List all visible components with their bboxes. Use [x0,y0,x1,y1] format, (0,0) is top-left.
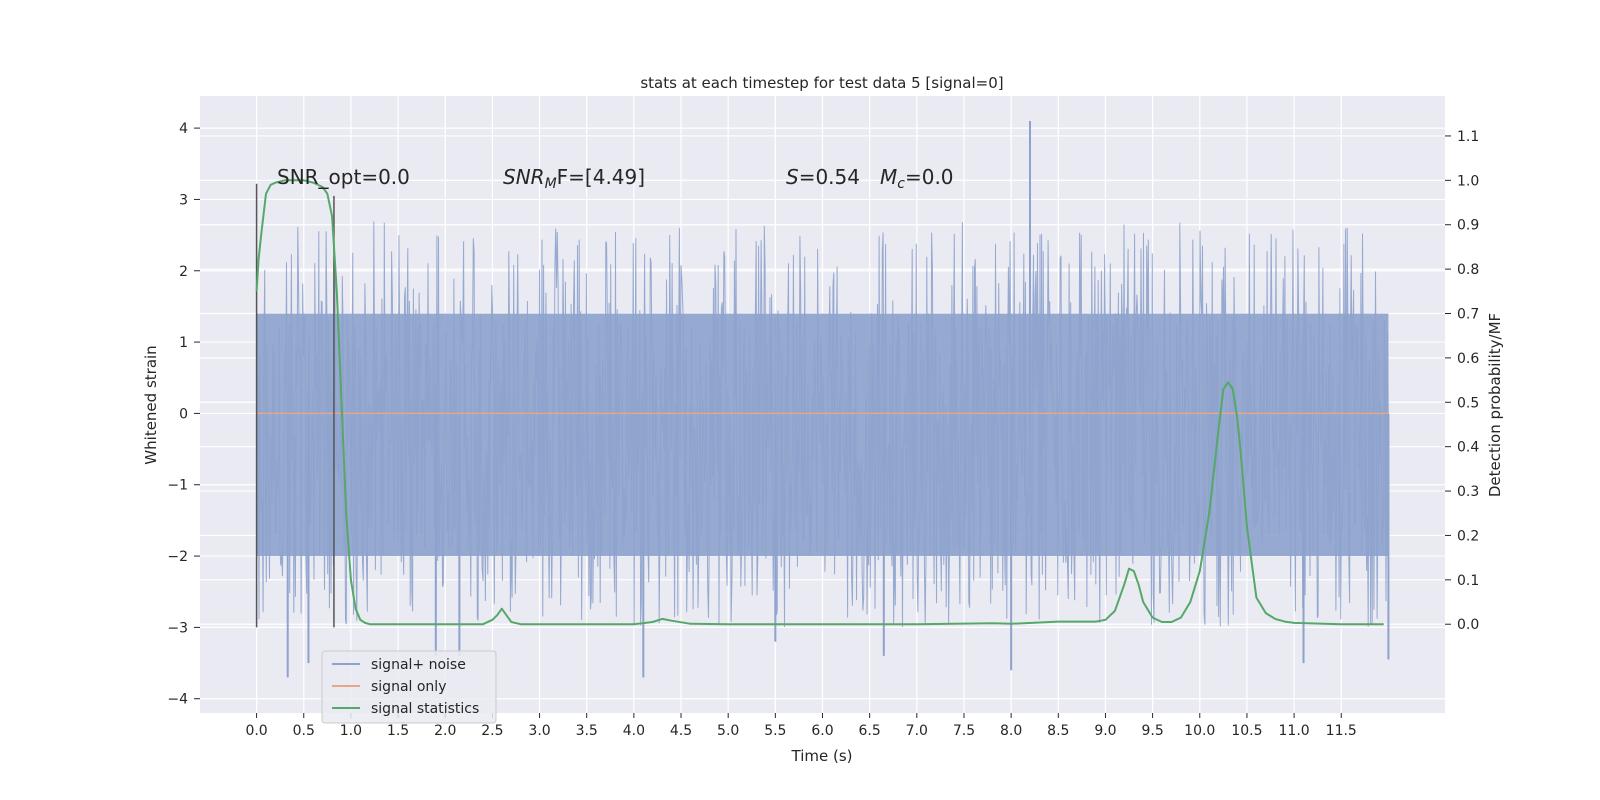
y-tick-label: 3 [179,192,188,208]
y-tick-label: 1 [179,335,188,351]
noise-trace [256,221,1389,628]
series-signal-statistics [255,179,1384,626]
annotation-snr-mf-subscript: M [545,176,557,192]
annotation-snr-mf: SNRMF=[4.49] [503,165,645,192]
x-tick-label: 4.0 [623,723,645,739]
x-tick-label: 0.5 [293,723,315,739]
annotation-mc-subscript: c [897,176,905,192]
annotation-s: S=0.54 [786,165,860,189]
x-tick-label: 7.0 [906,723,928,739]
legend-label-signal-statistics: signal statistics [371,701,479,717]
legend: signal+ noise signal only signal statist… [321,650,497,724]
y-tick-label: −3 [167,620,188,636]
x-tick-label: 6.5 [859,723,881,739]
x-tick-label: 8.5 [1047,723,1069,739]
series-signal-noise [256,120,1390,678]
legend-label-signal-noise: signal+ noise [371,657,466,673]
annotation-mc-value: =0.0 [905,165,954,189]
annotation-mc-symbol: M [880,165,897,189]
annotation-s-value: =0.54 [799,165,860,189]
x-tick-label: 7.5 [953,723,975,739]
y-tick-label: −1 [167,478,188,494]
y2-tick-label: 0.7 [1457,307,1479,323]
y-tick-label: 0 [179,406,188,422]
x-tick-label: 11.5 [1326,723,1357,739]
legend-box [321,650,497,724]
y2-tick-label: 0.3 [1457,484,1479,500]
x-tick-label: 10.5 [1231,723,1262,739]
y-tick-label: 4 [179,121,188,137]
vertical-markers [255,183,335,628]
annotation-mc: Mc=0.0 [880,165,954,192]
x-tick-label: 8.0 [1000,723,1022,739]
x-tick-label: 5.0 [717,723,739,739]
x-tick-label: 10.0 [1184,723,1215,739]
y2-tick-label: 0.8 [1457,262,1479,278]
chart-title: stats at each timestep for test data 5 [… [640,74,1003,92]
signal-statistics-line [255,179,1384,626]
annotation-snr-opt: SNR_opt=0.0 [277,165,410,189]
x-tick-label: 1.5 [387,723,409,739]
y2-tick-label: 0.2 [1457,528,1479,544]
x-tick-label: 1.0 [340,723,362,739]
y2-tick-label: 0.9 [1457,218,1479,234]
y2-tick-label: 0.4 [1457,440,1479,456]
x-tick-label: 2.0 [434,723,456,739]
y-tick-label: −4 [167,692,188,708]
legend-label-signal-only: signal only [371,679,446,695]
x-axis-label: Time (s) [791,747,853,765]
y2-tick-label: 0.6 [1457,351,1479,367]
x-tick-label: 9.5 [1141,723,1163,739]
x-tick-label: 3.0 [528,723,550,739]
y2-axis-label: Detection probability/MF [1486,313,1504,497]
x-tick-label: 9.0 [1094,723,1116,739]
y2-tick-label: 1.0 [1457,173,1479,189]
x-tick-label: 2.5 [481,723,503,739]
x-tick-label: 11.0 [1279,723,1310,739]
y2-tick-label: 1.1 [1457,129,1479,145]
y-axis-label: Whitened strain [142,345,160,464]
annotation-snr-mf-value: F=[4.49] [557,165,645,189]
x-tick-label: 4.5 [670,723,692,739]
y2-tick-label: 0.0 [1457,617,1479,633]
annotation-snr-mf-symbol: SNR [503,165,545,189]
annotation-s-symbol: S [786,165,799,189]
y2-tick-label: 0.1 [1457,573,1479,589]
x-tick-label: 0.0 [245,723,267,739]
y-tick-label: 2 [179,264,188,280]
x-tick-label: 3.5 [576,723,598,739]
x-tick-label: 6.0 [811,723,833,739]
axis-ticks: 0.0 0.5 1.0 1.5 2.0 2.5 3.0 3.5 4.0 4.5 5.0 5.5 6.0 6… [167,121,1479,739]
y-tick-label: −2 [167,549,188,565]
x-tick-label: 5.5 [764,723,786,739]
y2-tick-label: 0.5 [1457,395,1479,411]
